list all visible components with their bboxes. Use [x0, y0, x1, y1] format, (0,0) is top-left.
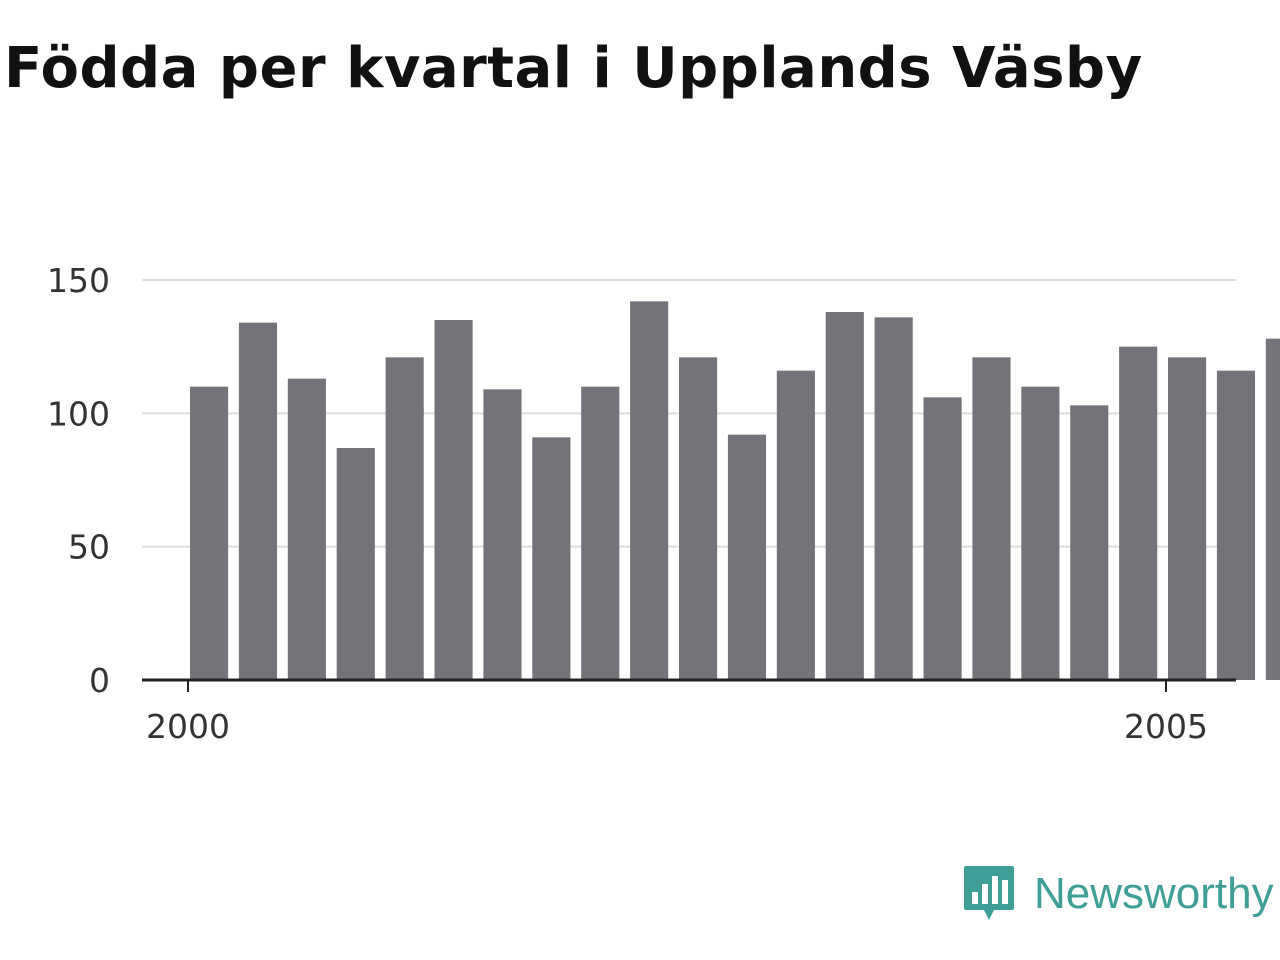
bar	[1021, 386, 1060, 680]
bar	[1216, 370, 1256, 680]
chart-bars	[190, 301, 1280, 680]
bar	[972, 357, 1011, 680]
bar	[923, 397, 962, 680]
bar	[238, 322, 278, 680]
page-title: Födda per kvartal i Upplands Väsby	[4, 36, 1143, 101]
bar	[1265, 338, 1280, 680]
x-tick-label: 2000	[146, 707, 230, 746]
bar	[190, 386, 229, 680]
y-tick-label: 50	[68, 528, 110, 567]
bar	[874, 317, 913, 680]
bar	[776, 370, 815, 680]
x-tick-label: 2005	[1124, 707, 1208, 746]
chart-axes	[142, 678, 1236, 692]
bar	[679, 357, 718, 680]
bar	[532, 437, 571, 680]
y-tick-label: 150	[47, 261, 110, 300]
brand-name: Newsworthy	[1034, 869, 1274, 918]
y-tick-label: 100	[47, 394, 110, 433]
bar	[336, 448, 375, 680]
bar	[630, 301, 669, 680]
bar	[287, 378, 326, 680]
newsworthy-logo[interactable]: Newsworthy	[962, 864, 1274, 924]
bar	[1168, 357, 1207, 680]
bar	[483, 389, 522, 680]
bar	[581, 386, 620, 680]
bar	[1070, 405, 1109, 680]
bar	[1119, 346, 1158, 680]
y-tick-label: 0	[89, 661, 110, 700]
bar	[385, 357, 424, 680]
chart-labels: 050100150200020052010201520202025116116	[47, 261, 1208, 746]
bar	[434, 320, 473, 680]
bar	[825, 312, 864, 680]
bar	[727, 434, 767, 680]
bar-chart-speech-icon	[964, 866, 1014, 920]
